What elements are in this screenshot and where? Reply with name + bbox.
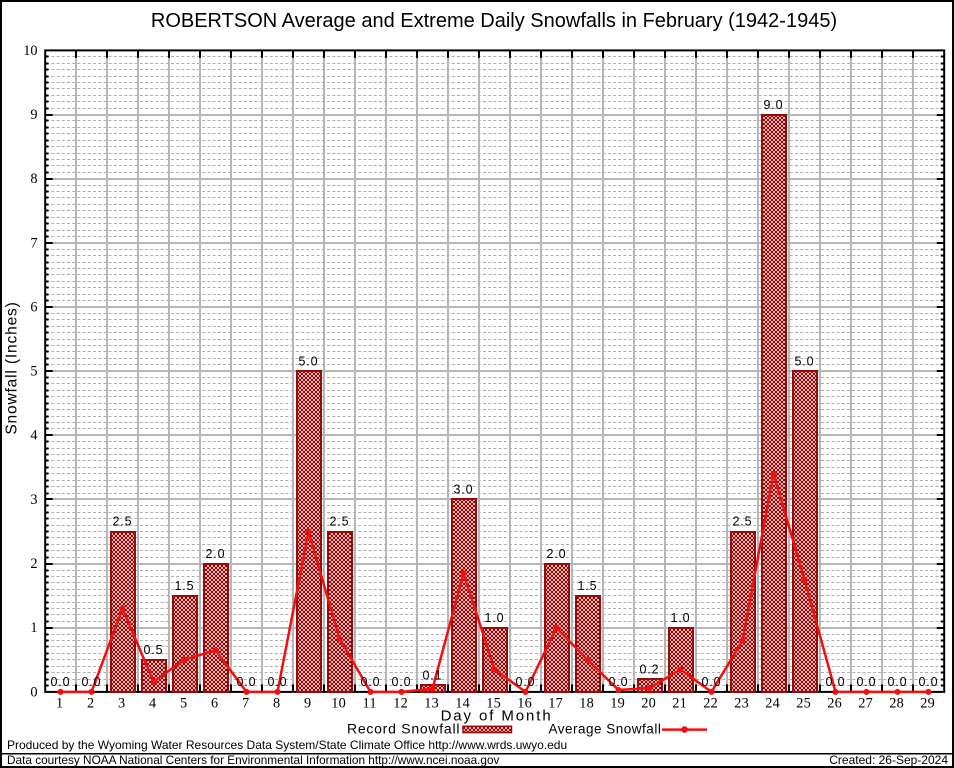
svg-text:Data courtesy NOAA National Ce: Data courtesy NOAA National Centers for …: [7, 753, 500, 767]
svg-text:6: 6: [30, 299, 37, 315]
svg-text:19: 19: [610, 695, 625, 711]
svg-text:5: 5: [180, 695, 187, 711]
svg-text:0.0: 0.0: [391, 675, 411, 689]
svg-text:1.0: 1.0: [670, 611, 690, 625]
svg-text:16: 16: [517, 695, 532, 711]
svg-text:15: 15: [486, 695, 501, 711]
svg-text:0.0: 0.0: [50, 675, 70, 689]
svg-text:14: 14: [455, 695, 470, 711]
svg-text:0.1: 0.1: [422, 669, 442, 683]
svg-text:0.0: 0.0: [515, 675, 535, 689]
svg-text:27: 27: [858, 695, 873, 711]
svg-text:9.0: 9.0: [763, 98, 783, 112]
svg-text:2: 2: [87, 695, 94, 711]
svg-text:12: 12: [393, 695, 408, 711]
svg-text:1.5: 1.5: [577, 579, 597, 593]
svg-text:4: 4: [30, 428, 37, 444]
svg-text:0.0: 0.0: [360, 675, 380, 689]
svg-text:0.0: 0.0: [856, 675, 876, 689]
svg-text:5.0: 5.0: [298, 354, 318, 368]
svg-text:5.0: 5.0: [794, 354, 814, 368]
svg-text:2.5: 2.5: [329, 515, 349, 529]
svg-text:8: 8: [30, 171, 37, 187]
svg-text:0.0: 0.0: [887, 675, 907, 689]
svg-text:Created: 26-Sep-2024: Created: 26-Sep-2024: [829, 753, 948, 767]
svg-text:3.0: 3.0: [453, 483, 473, 497]
svg-text:0.0: 0.0: [236, 675, 256, 689]
svg-text:1: 1: [30, 620, 37, 636]
svg-text:26: 26: [827, 695, 842, 711]
svg-text:21: 21: [672, 695, 687, 711]
svg-text:23: 23: [734, 695, 749, 711]
svg-text:0.0: 0.0: [701, 675, 721, 689]
svg-text:1: 1: [56, 695, 63, 711]
svg-text:24: 24: [765, 695, 780, 711]
svg-text:Produced by the Wyoming Water: Produced by the Wyoming Water Resources …: [7, 738, 567, 752]
svg-text:9: 9: [30, 107, 37, 123]
svg-text:20: 20: [641, 695, 656, 711]
svg-text:10: 10: [331, 695, 346, 711]
svg-text:Average Snowfall: Average Snowfall: [549, 721, 662, 736]
svg-text:2.5: 2.5: [732, 515, 752, 529]
svg-text:2.5: 2.5: [112, 515, 132, 529]
svg-text:1.5: 1.5: [174, 579, 194, 593]
svg-text:25: 25: [796, 695, 811, 711]
svg-text:7: 7: [242, 695, 249, 711]
svg-text:5: 5: [30, 364, 37, 380]
svg-text:0.0: 0.0: [267, 675, 287, 689]
svg-text:0.0: 0.0: [81, 675, 101, 689]
svg-text:Day of Month: Day of Month: [441, 707, 553, 724]
svg-text:7: 7: [30, 235, 37, 251]
svg-text:0.0: 0.0: [608, 675, 628, 689]
svg-text:ROBERTSON Average and Extreme: ROBERTSON Average and Extreme Daily Snow…: [151, 10, 837, 32]
svg-text:18: 18: [579, 695, 594, 711]
svg-text:11: 11: [363, 695, 377, 711]
svg-text:4: 4: [149, 695, 156, 711]
svg-text:29: 29: [920, 695, 935, 711]
svg-text:Snowfall (Inches): Snowfall (Inches): [4, 301, 21, 434]
svg-text:0: 0: [30, 684, 37, 700]
svg-text:17: 17: [548, 695, 563, 711]
svg-text:0.5: 0.5: [143, 643, 163, 657]
svg-text:22: 22: [703, 695, 718, 711]
svg-text:2.0: 2.0: [205, 547, 225, 561]
svg-text:0.0: 0.0: [918, 675, 938, 689]
svg-text:3: 3: [118, 695, 125, 711]
svg-text:9: 9: [304, 695, 311, 711]
svg-text:1.0: 1.0: [484, 611, 504, 625]
svg-text:2.0: 2.0: [546, 547, 566, 561]
svg-text:3: 3: [30, 492, 37, 508]
svg-text:0.2: 0.2: [639, 662, 659, 676]
svg-text:0.0: 0.0: [825, 675, 845, 689]
svg-text:2: 2: [30, 556, 37, 572]
svg-text:Record Snowfall: Record Snowfall: [347, 720, 460, 736]
svg-text:28: 28: [889, 695, 904, 711]
svg-text:10: 10: [23, 43, 37, 59]
svg-text:8: 8: [273, 695, 280, 711]
svg-text:6: 6: [211, 695, 218, 711]
svg-text:13: 13: [424, 695, 439, 711]
